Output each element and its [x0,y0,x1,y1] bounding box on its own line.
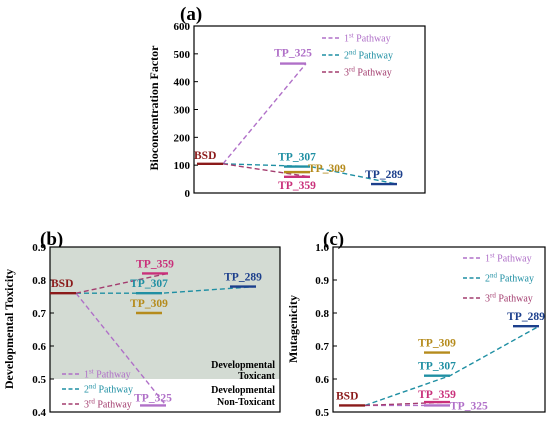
node-label: TP_309 [130,298,168,310]
legend-label: 3rd Pathway [84,398,132,411]
panel-a: (a) Bioconcentration Factor 0 100 200 300 40… [147,4,426,200]
toxicant-label-line1: Developmental [211,360,275,371]
legend-label: 1st Pathway [84,368,131,381]
panel-c-frame [332,246,546,413]
node-label: TP_289 [507,311,545,323]
node-label: TP_325 [274,48,312,60]
node-label: TP_359 [136,258,174,270]
y-tick-label: 100 [174,160,191,172]
y-tick-label: 0.6 [32,341,46,353]
y-tick-label: 0 [185,188,191,200]
non-toxicant-label-line2: Non-Toxicant [217,397,276,408]
pathway-line [222,163,311,178]
panel-b: (b) Developmental Toxicity 0.40.50.60.70… [2,229,281,419]
panel-b-ylabel: Developmental Toxicity [2,269,16,389]
panel-c-y-axis: 0.5 0.6 0.7 0.8 0.9 1.0 [315,242,337,419]
node-label: TP_289 [224,272,262,284]
y-tick-label: 1.0 [315,242,329,254]
legend-label: 3rd Pathway [485,292,533,305]
panel-a-frame [193,25,426,194]
node-label: TP_307 [278,152,316,164]
y-tick-label: 500 [174,49,191,61]
y-tick-label: 0.8 [315,308,329,320]
legend-label: 2nd Pathway [344,49,393,62]
panel-b-y-axis: 0.4 0.5 0.6 0.7 0.8 0.9 [32,242,54,419]
panel-b-legend: 1st Pathway 2nd Pathway 3rd Pathway [62,368,133,411]
node-label: TP_325 [134,392,172,404]
node-label: TP_359 [278,180,316,192]
panel-a-y-axis: 0 100 200 300 400 500 600 [174,21,198,200]
y-tick-label: 0.9 [32,242,46,254]
toxicant-region [50,247,280,379]
toxicant-label-line2: Toxicant [238,371,276,382]
legend-label: 1st Pathway [485,252,532,265]
panel-c-letter: (c) [323,229,344,250]
node-label: TP_307 [130,278,168,290]
pathway-line [222,163,398,185]
panel-b-marks: BSD TP_359 TP_307 TP_309 TP_325 TP_289 [50,258,262,407]
non-toxicant-label-line1: Developmental [211,385,275,396]
y-tick-label: 0.9 [315,275,329,287]
node-label: TP_359 [418,389,456,401]
y-tick-label: 0.7 [32,308,46,320]
legend-label: 2nd Pathway [84,383,133,396]
node-label: BSD [336,390,358,402]
node-label: TP_289 [365,169,403,181]
y-tick-label: 200 [174,132,191,144]
panel-a-ylabel: Bioconcentration Factor [147,45,161,171]
panel-c-ylabel: Mutagenicity [286,295,300,363]
pathway-line [222,63,307,165]
legend-label: 3rd Pathway [344,66,392,79]
y-tick-label: 0.6 [315,374,329,386]
legend-label: 1st Pathway [344,32,391,45]
y-tick-label: 300 [174,105,191,117]
panel-b-frame [49,246,281,413]
pathway-line [364,401,451,407]
node-label: TP_325 [450,400,488,412]
pathway-line [76,285,257,294]
node-label: BSD [51,278,73,290]
y-tick-label: 0.5 [32,374,46,386]
legend-label: 2nd Pathway [485,272,534,285]
node-label: TP_307 [418,361,456,373]
node-label: TP_309 [418,338,456,350]
panel-a-legend: 1st Pathway 2nd Pathway 3rd Pathway [322,32,393,79]
node-label: BSD [194,150,216,162]
panel-c-legend: 1st Pathway 2nd Pathway 3rd Pathway [463,252,534,305]
y-tick-label: 0.8 [32,275,46,287]
y-tick-label: 0.4 [32,407,46,419]
node-label: TP_309 [308,163,346,175]
y-tick-label: 0.7 [315,341,329,353]
y-tick-label: 0.5 [315,407,329,419]
y-tick-label: 600 [174,21,191,33]
panel-a-letter: (a) [180,4,202,25]
panel-c: (c) Mutagenicity 0.5 0.6 0.7 0.8 0.9 1.0 BSD T… [286,229,546,419]
panel-b-letter: (b) [40,229,63,250]
y-tick-label: 400 [174,77,191,89]
